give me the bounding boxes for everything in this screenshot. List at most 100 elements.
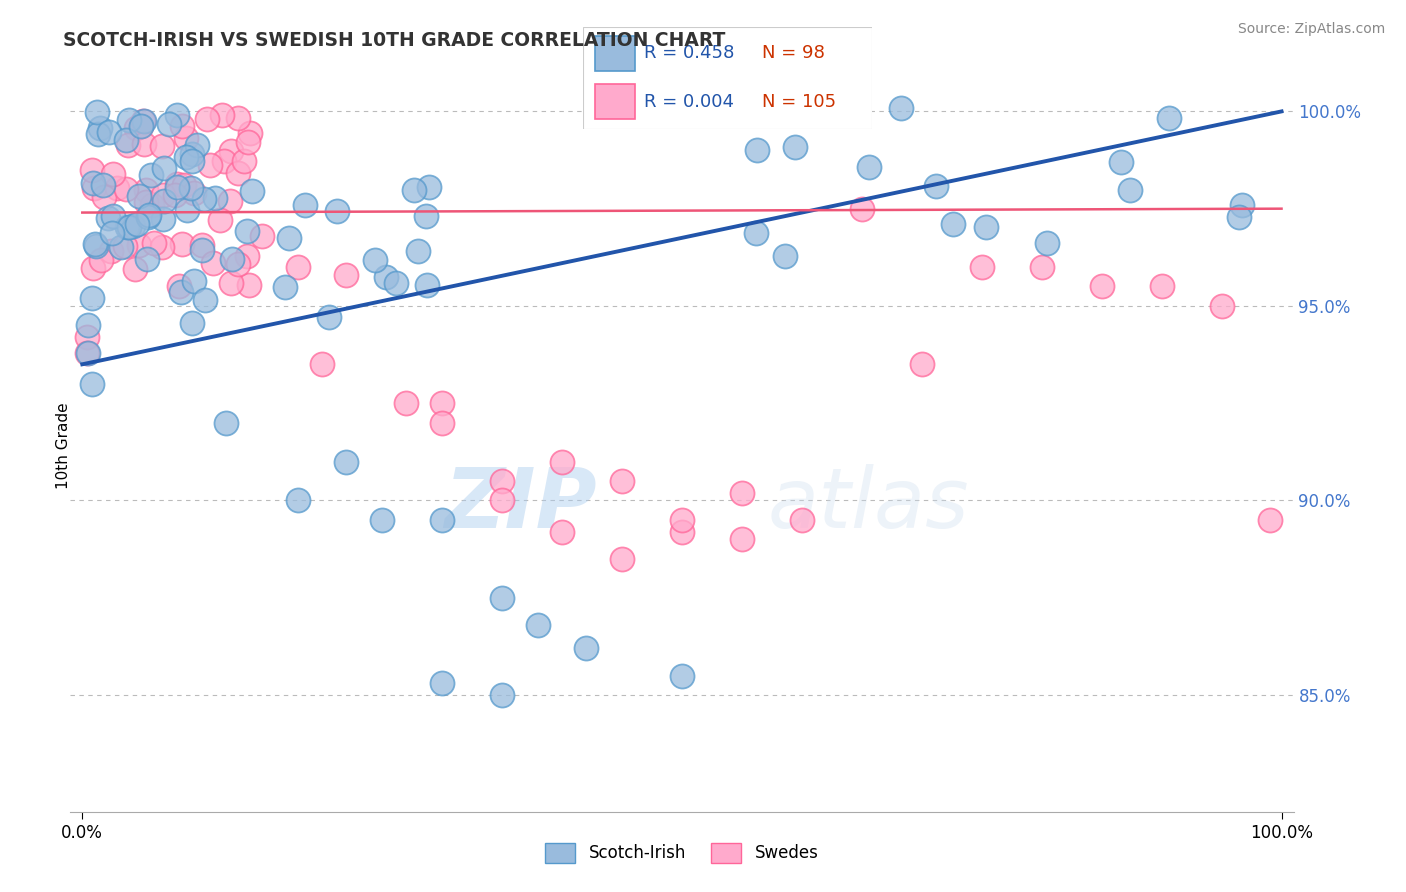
Point [385,276,408,290]
Point [942,217,965,231]
Point [170,285,193,300]
Point [610,474,633,488]
Point [117,219,139,234]
Point [115,133,138,147]
Point [167,279,190,293]
Point [128,189,150,203]
Point [551,454,574,468]
Point [374,269,396,284]
Point [1258,513,1281,527]
Point [172,119,194,133]
Point [215,416,238,430]
Point [491,474,513,488]
Point [527,618,550,632]
Point [129,119,152,133]
Point [318,310,340,324]
Point [166,178,188,192]
Point [364,252,387,267]
Point [745,143,768,157]
Point [226,111,249,125]
Point [235,224,257,238]
Point [325,203,347,218]
Point [115,220,138,235]
Point [226,165,249,179]
Point [100,244,122,258]
Point [198,158,221,172]
Point [93,190,115,204]
Point [406,244,429,259]
Point [204,191,226,205]
Point [183,273,205,287]
Point [925,178,948,193]
Point [80,376,103,391]
Point [76,345,98,359]
Point [84,237,107,252]
Point [77,318,100,333]
FancyBboxPatch shape [583,27,872,129]
Point [173,178,195,192]
Point [491,688,513,702]
Point [101,209,124,223]
Point [180,153,202,168]
Bar [595,84,636,119]
Point [122,219,145,234]
Point [371,513,394,527]
Point [191,237,214,252]
Point [117,138,139,153]
Point [790,513,813,527]
Text: ZIP: ZIP [444,464,596,545]
Point [238,135,260,149]
Point [132,113,155,128]
Point [141,198,163,212]
Point [416,278,439,293]
Point [731,533,754,547]
Point [193,193,215,207]
Point [83,181,105,195]
Point [1157,111,1180,125]
Point [430,416,453,430]
Point [91,178,114,193]
Point [180,181,202,195]
Point [135,194,157,209]
Point [77,345,100,359]
Point [211,108,233,122]
Legend: Scotch-Irish, Swedes: Scotch-Irish, Swedes [538,837,825,869]
Point [131,120,153,134]
Point [610,551,633,566]
Point [287,260,309,274]
Point [82,176,104,190]
Point [181,316,204,330]
Point [395,396,418,410]
Point [221,252,243,266]
Text: N = 105: N = 105 [762,93,837,111]
Point [136,211,159,225]
Point [98,125,121,139]
Point [114,239,136,253]
Point [671,513,693,527]
Point [671,668,693,682]
Bar [595,36,636,70]
Point [96,211,118,226]
Point [430,396,453,410]
Point [415,210,437,224]
Point [191,243,214,257]
Point [135,183,157,197]
Point [911,357,934,371]
Point [80,162,103,177]
Point [491,493,513,508]
Point [150,139,173,153]
Point [970,260,993,274]
Point [128,237,150,252]
Point [250,228,273,243]
Point [150,240,173,254]
Point [335,454,357,468]
Point [1036,235,1059,250]
Point [76,330,98,344]
Point [166,108,188,122]
Point [209,212,232,227]
Point [132,137,155,152]
Point [335,268,357,282]
Text: R = 0.004: R = 0.004 [644,93,734,111]
Point [152,161,174,175]
Point [218,194,240,209]
